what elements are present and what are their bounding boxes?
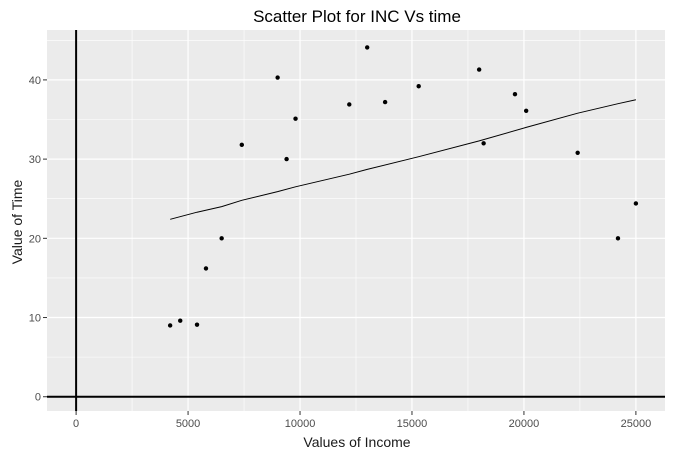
- data-points: [167, 45, 639, 328]
- y-tick-label: 40: [29, 75, 41, 87]
- trend-line: [170, 99, 637, 220]
- data-point: [167, 323, 173, 328]
- x-tick-label: 5000: [176, 418, 200, 430]
- x-axis-ticks: 0 5000 10000 15000 20000 25000: [73, 411, 651, 430]
- data-point: [615, 236, 621, 241]
- x-tick-label: 0: [73, 418, 79, 430]
- data-point: [347, 102, 352, 107]
- data-point: [481, 141, 486, 146]
- reference-lines: [47, 30, 665, 411]
- data-point: [512, 91, 518, 97]
- y-tick-label: 10: [29, 313, 41, 325]
- data-point: [194, 322, 200, 327]
- x-tick-label: 20000: [509, 418, 540, 430]
- data-point: [416, 84, 421, 89]
- data-point: [575, 150, 580, 155]
- y-tick-label: 0: [35, 392, 41, 404]
- y-tick-label: 30: [29, 154, 41, 166]
- data-point: [293, 116, 298, 121]
- data-point: [633, 201, 639, 206]
- chart-title: Scatter Plot for INC Vs time: [253, 7, 461, 26]
- data-point: [219, 236, 224, 241]
- x-tick-label: 10000: [285, 418, 316, 430]
- x-tick-label: 15000: [397, 418, 428, 430]
- y-axis-ticks: 0 10 20 30 40: [29, 75, 47, 404]
- data-point: [364, 45, 370, 50]
- y-tick-label: 20: [29, 233, 41, 245]
- x-axis-label: Values of Income: [303, 434, 410, 450]
- data-point: [275, 75, 280, 80]
- x-tick-label: 25000: [621, 418, 652, 430]
- y-axis-label: Value of Time: [9, 180, 25, 265]
- data-point: [239, 142, 245, 148]
- data-point: [178, 318, 183, 323]
- data-point: [284, 156, 289, 162]
- data-point: [382, 99, 388, 105]
- data-point: [523, 108, 529, 113]
- data-point: [203, 266, 209, 271]
- data-point: [476, 67, 482, 72]
